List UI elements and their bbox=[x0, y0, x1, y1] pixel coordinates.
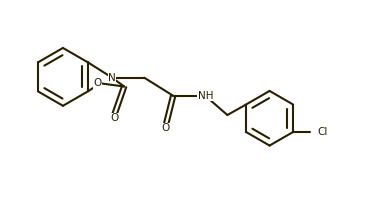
Text: O: O bbox=[93, 78, 101, 88]
Text: N: N bbox=[108, 73, 116, 83]
Text: O: O bbox=[162, 123, 170, 133]
Text: NH: NH bbox=[198, 91, 213, 101]
Text: Cl: Cl bbox=[318, 127, 328, 137]
Text: O: O bbox=[111, 113, 119, 123]
